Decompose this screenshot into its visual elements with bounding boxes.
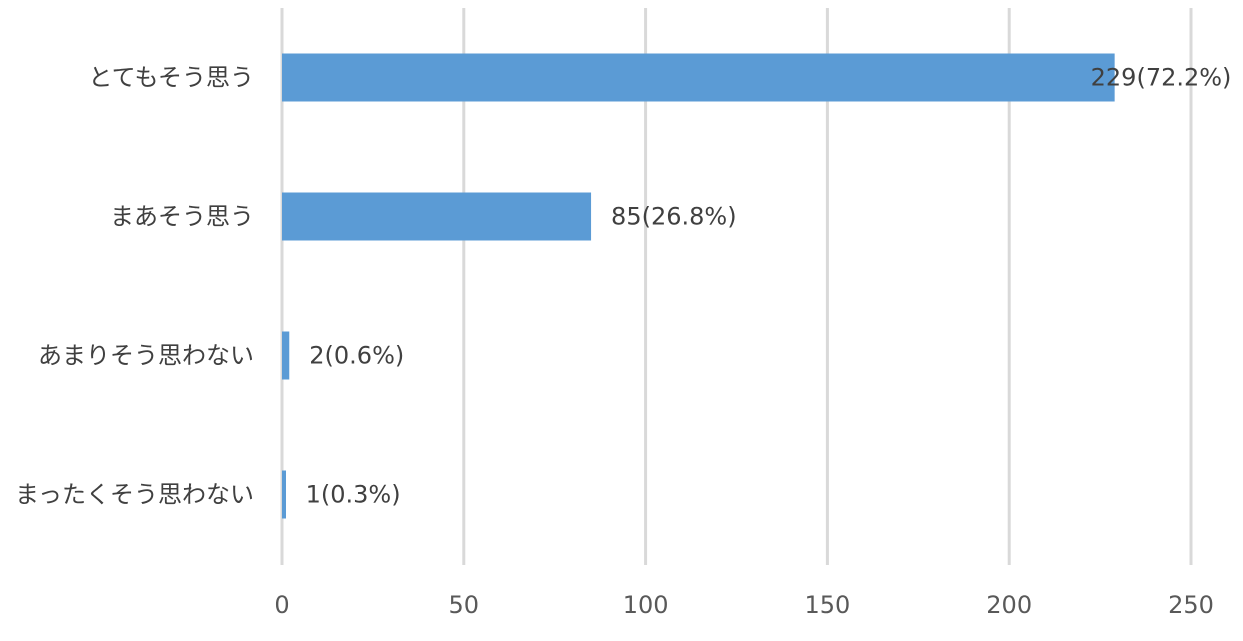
data-label: 1(0.3%) — [306, 481, 401, 509]
x-tick-label: 200 — [986, 591, 1032, 619]
data-label: 85(26.8%) — [611, 203, 737, 231]
category-label: とてもそう思う — [88, 64, 254, 92]
category-label: まあそう思う — [110, 203, 254, 231]
data-label: 2(0.6%) — [309, 342, 404, 370]
bar — [282, 331, 290, 380]
x-tick-label: 250 — [1168, 591, 1214, 619]
category-label: あまりそう思わない — [38, 342, 254, 370]
category-label: まったくそう思わない — [15, 481, 254, 509]
bar — [282, 192, 592, 241]
x-tick-label: 100 — [623, 591, 669, 619]
x-tick-label: 50 — [449, 591, 480, 619]
x-tick-label: 0 — [274, 591, 289, 619]
x-axis-tick-labels: 0 50 100 150 200 250 — [274, 591, 1214, 619]
data-label: 229(72.2%) — [1091, 64, 1232, 92]
data-labels: 229(72.2%) 85(26.8%) 2(0.6%) 1(0.3%) — [306, 64, 1232, 509]
x-tick-label: 150 — [804, 591, 850, 619]
bar — [282, 53, 1115, 102]
bar — [282, 470, 286, 519]
bars — [282, 53, 1115, 519]
